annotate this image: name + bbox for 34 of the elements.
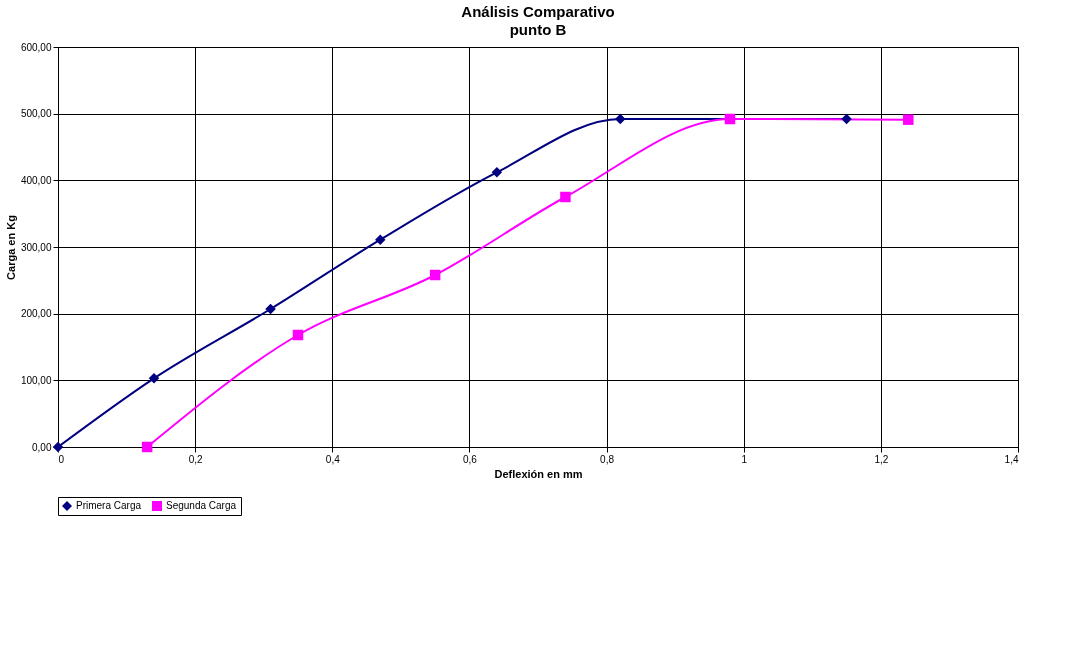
x-tick-label: 1,2 [874,453,889,465]
point [265,303,276,315]
chart-subtitle: punto B [509,21,567,38]
legend-label: Segunda Carga [166,500,237,511]
x-tick-label: 0,4 [325,453,341,465]
point [615,113,626,125]
y-tick-label: 0,00 [32,441,52,453]
legend-label: Primera Carga [76,500,142,511]
point [560,191,571,203]
y-axis-title: Carga en Kg [4,215,17,280]
chart-title: Análisis Comparativo [461,3,615,20]
x-tick-label: 0,6 [462,453,478,465]
y-tick-label: 500,00 [20,108,52,120]
x-tick-label: 0,8 [600,453,615,465]
point [841,113,852,125]
y-tick-label: 200,00 [20,308,52,320]
point [375,234,386,245]
point [903,114,914,125]
point [429,269,441,281]
point [724,113,736,125]
x-tick-label: 0 [58,453,65,465]
x-tick-label: 1,4 [1004,453,1019,465]
point [491,167,503,178]
y-tick-label: 300,00 [20,241,52,253]
x-tick-label: 1 [741,453,748,465]
x-axis-title: Deflexión en mm [494,467,583,480]
point [52,441,64,453]
x-tick-label: 0,2 [188,453,204,465]
point [292,329,304,341]
y-tick-label: 100,00 [20,374,52,386]
y-tick-label: 600,00 [20,41,52,53]
point [141,441,153,453]
point [148,373,160,384]
y-tick-label: 400,00 [20,174,52,186]
